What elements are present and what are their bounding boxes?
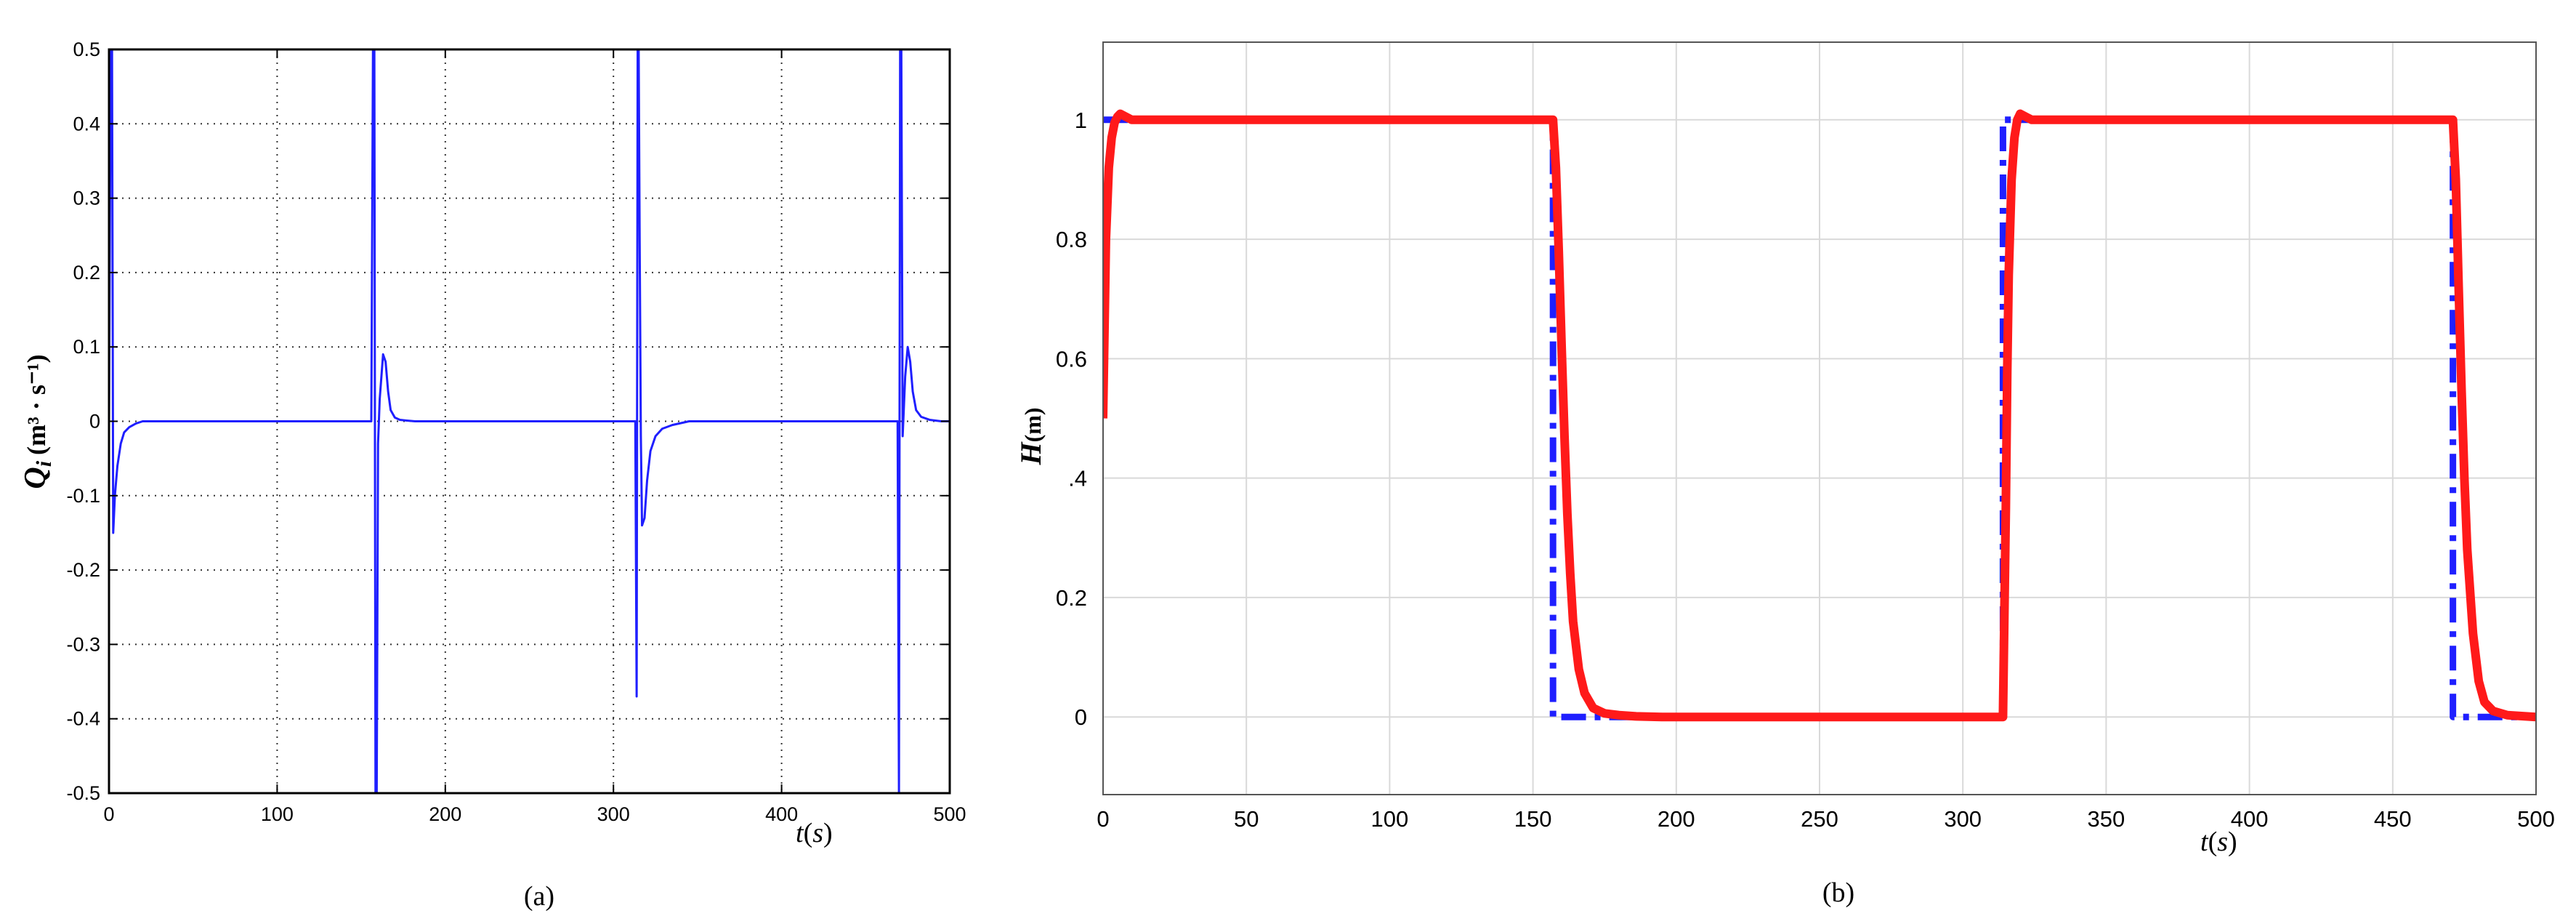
chart-b-x-tick-label: 250 [1801, 806, 1838, 832]
chart-a-x-label-close: ) [823, 818, 833, 848]
chart-a-x-tick-label: 100 [261, 803, 294, 825]
chart-a-y-tick-label: -0.5 [66, 782, 100, 804]
chart-b-x-tick-label: 100 [1371, 806, 1409, 832]
chart-b-y-tick-labels: 0 0.2 .4 0.6 0.8 1 [1056, 108, 1087, 730]
chart-b-x-tick-label: 0 [1097, 806, 1109, 832]
chart-b-x-tick-label: 150 [1514, 806, 1552, 832]
chart-b-y-label-units: (m) [1020, 407, 1046, 442]
chart-a-y-tick-label: -0.3 [66, 633, 100, 655]
chart-b-x-tick-label: 350 [2088, 806, 2125, 832]
chart-a-y-tick-label: 0.3 [73, 188, 100, 209]
chart-a-y-tick-label: 0.2 [73, 262, 100, 284]
chart-b-y-axis-label: H(m) [1014, 407, 1047, 465]
chart-a-x-tick-label: 400 [765, 803, 798, 825]
chart-b-y-tick-label: 0.6 [1056, 346, 1087, 371]
chart-a-x-label-var: s [812, 818, 823, 848]
chart-a-series-group [109, 49, 950, 793]
chart-a-y-tick-label: -0.4 [66, 708, 100, 730]
chart-a-y-label-units: (m³ · s⁻¹) [22, 354, 51, 455]
chart-a-y-axis-label: Qi (m³ · s⁻¹) [19, 354, 56, 489]
chart-b-y-tick-label: .4 [1068, 466, 1087, 491]
chart-b: 0 50 100 150 200 250 300 350 400 450 500 0 0.2 .4 0.6… [1014, 41, 2555, 908]
chart-b-x-axis-label: t(s) [2200, 827, 2237, 857]
chart-b-x-label-var: s [2217, 827, 2228, 857]
chart-a-y-tick-label: 0.5 [73, 39, 100, 60]
chart-a-x-label-symbol: t [796, 818, 804, 848]
chart-a-x-axis-label: t(s) [796, 818, 833, 848]
chart-b-x-tick-label: 500 [2517, 806, 2555, 832]
chart-b-x-label-open: ( [2208, 827, 2218, 857]
chart-a-y-label-subscript: i [32, 460, 56, 467]
chart-b-series-group [1103, 109, 2536, 722]
chart-a-x-tick-label: 200 [429, 803, 461, 825]
chart-a-x-tick-labels: 0 100 200 300 400 500 [103, 803, 966, 825]
chart-b-x-tick-label: 300 [1944, 806, 1982, 832]
chart-b-response-line [1103, 109, 2536, 722]
chart-a-x-tick-label: 0 [103, 803, 114, 825]
chart-b-x-label-symbol: t [2200, 827, 2209, 857]
chart-a-y-tick-label: -0.1 [66, 485, 100, 507]
chart-b-x-tick-label: 400 [2231, 806, 2269, 832]
chart-b-x-label-close: ) [2228, 827, 2237, 857]
chart-a-x-tick-label: 500 [933, 803, 966, 825]
chart-a-y-tick-label: 0.4 [73, 113, 100, 134]
chart-b-y-tick-label: 0.8 [1056, 227, 1087, 252]
chart-a-caption: (a) [524, 881, 554, 912]
chart-b-y-tick-label: 0.2 [1056, 585, 1087, 611]
chart-b-x-tick-label: 200 [1658, 806, 1695, 832]
chart-a-y-tick-label: 0 [89, 411, 100, 433]
chart-b-x-tick-label: 50 [1234, 806, 1259, 832]
chart-b-x-tick-label: 450 [2374, 806, 2412, 832]
chart-b-x-tick-labels: 0 50 100 150 200 250 300 350 400 450 500 [1097, 806, 2554, 832]
chart-b-y-label-symbol: H [1014, 441, 1047, 466]
chart-a-y-label-symbol: Q [19, 467, 52, 489]
chart-a-series-line [109, 49, 950, 793]
chart-a-x-tick-label: 300 [597, 803, 630, 825]
chart-a-y-tick-label: 0.1 [73, 336, 100, 358]
chart-a-y-tick-label: -0.2 [66, 559, 100, 581]
chart-a: 0 100 200 300 400 500 0.5 0.4 0.3 0.2 0.1 0 -0.1 -0.… [19, 39, 966, 912]
chart-b-frame [1102, 41, 2537, 795]
chart-b-y-tick-label: 1 [1075, 108, 1087, 133]
chart-a-y-tick-labels: 0.5 0.4 0.3 0.2 0.1 0 -0.1 -0.2 -0.3 -0.4 -0.5 [66, 39, 100, 804]
chart-b-caption: (b) [1822, 877, 1854, 908]
chart-b-y-tick-label: 0 [1075, 704, 1087, 730]
chart-a-ticks [108, 49, 950, 794]
chart-a-x-label-open: ( [804, 818, 813, 848]
